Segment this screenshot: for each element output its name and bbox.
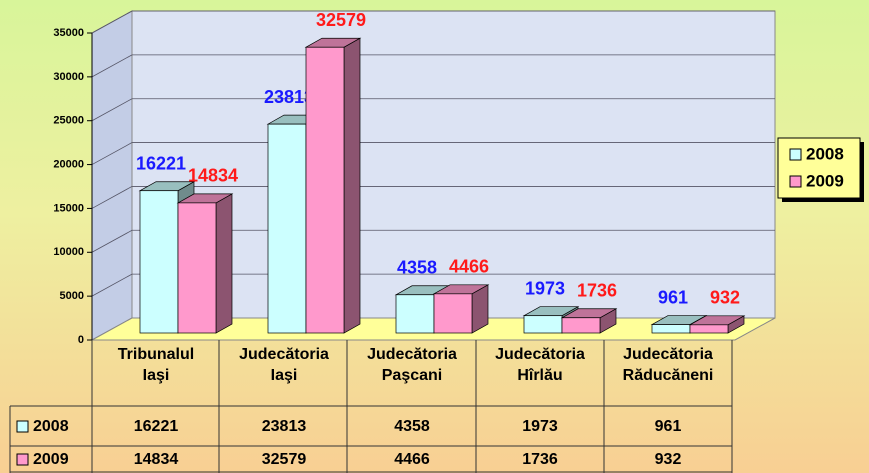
bar — [304, 37, 362, 334]
legend-swatch — [789, 148, 802, 161]
bar-front — [651, 324, 691, 334]
y-tick-label: 30000 — [53, 71, 84, 83]
bar-front — [433, 293, 473, 334]
value-label: 1736 — [577, 281, 617, 301]
bar — [432, 284, 490, 334]
y-tick-label: 5000 — [60, 290, 84, 302]
bar-front — [395, 294, 435, 334]
grid-line — [91, 10, 775, 34]
y-tick-label: 25000 — [53, 115, 84, 127]
table-cell: 932 — [655, 451, 682, 468]
bar-front — [523, 315, 563, 334]
y-tick-label: 0 — [78, 334, 84, 346]
bar-front — [139, 190, 179, 334]
table-header: Judecătoria Paşcani — [348, 344, 476, 386]
table-header: Judecătoria Răducăneni — [604, 344, 732, 386]
category-label: Judecătoria Răducăneni — [622, 346, 714, 384]
value-label: 1973 — [525, 278, 565, 298]
value-label: 4358 — [397, 258, 437, 278]
legend-box — [777, 137, 861, 199]
table-cell: 14834 — [134, 451, 179, 468]
bar — [176, 193, 234, 334]
grid-line — [91, 229, 775, 253]
category-label: Judecătoria Hîrlău — [495, 346, 585, 384]
value-label: 23813 — [264, 87, 314, 107]
table-swatch — [16, 453, 29, 466]
grid-line — [91, 98, 775, 122]
bar-side — [215, 193, 233, 334]
table-cell: 32579 — [262, 451, 307, 468]
table-row-label: 2008 — [33, 418, 69, 435]
bar-front — [689, 324, 729, 334]
table-row-label: 2009 — [33, 451, 69, 468]
y-tick-label: 10000 — [53, 246, 84, 258]
bar — [560, 308, 618, 334]
bar-front — [267, 123, 307, 334]
category-label: Tribunalul Iaşi — [117, 346, 195, 384]
table-cell: 1973 — [522, 418, 558, 435]
value-label: 932 — [710, 288, 740, 308]
table-cell: 961 — [655, 418, 682, 435]
legend-label: 2009 — [806, 171, 844, 190]
y-tick-label: 15000 — [53, 202, 84, 214]
value-label: 961 — [658, 287, 688, 307]
category-label: Judecătoria Iaşi — [239, 346, 329, 384]
legend: 2008 2009 — [777, 137, 864, 202]
legend-label: 2008 — [806, 144, 844, 163]
value-label: 32579 — [316, 10, 366, 30]
y-tick-label: 20000 — [53, 158, 84, 170]
table-cell: 23813 — [262, 418, 307, 435]
legend-swatch — [789, 175, 802, 188]
bar-front — [305, 46, 345, 334]
value-label: 4466 — [449, 257, 489, 277]
grid-line — [91, 142, 775, 165]
table-swatch — [16, 420, 29, 433]
grid-line — [91, 54, 775, 78]
grid-line — [91, 273, 775, 297]
table-header: Judecătoria Hîrlău — [476, 344, 604, 386]
table-cell: 1736 — [522, 451, 558, 468]
table-header: Judecătoria Iaşi — [220, 344, 348, 386]
table-cell: 16221 — [134, 418, 179, 435]
y-tick-label: 35000 — [53, 27, 84, 39]
value-label: 14834 — [188, 166, 238, 186]
bar-front — [561, 317, 601, 334]
side-wall — [91, 10, 133, 341]
table-header: Tribunalul Iaşi — [92, 344, 220, 386]
bar — [688, 315, 746, 334]
table-cell: 4358 — [394, 418, 430, 435]
bar-side — [343, 37, 361, 334]
bar-front — [177, 202, 217, 334]
grid-line — [91, 186, 775, 209]
category-label: Judecătoria Paşcani — [367, 346, 457, 384]
table-cell: 4466 — [394, 451, 430, 468]
value-label: 16221 — [136, 153, 186, 173]
